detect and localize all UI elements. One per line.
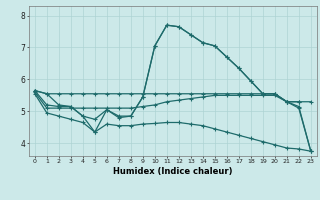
X-axis label: Humidex (Indice chaleur): Humidex (Indice chaleur) <box>113 167 233 176</box>
